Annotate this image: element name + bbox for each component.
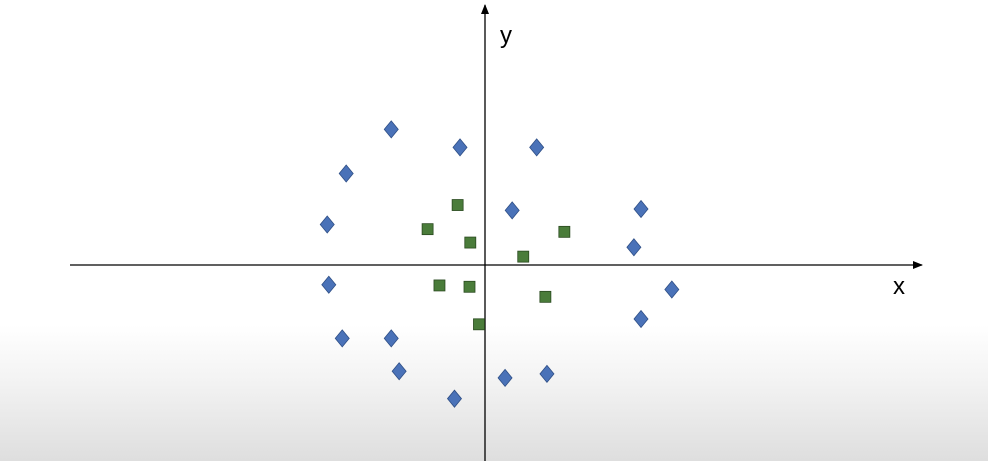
- diamond-point: [452, 138, 468, 157]
- diamond-point: [391, 362, 407, 381]
- diamond-point: [321, 275, 337, 294]
- diamond-point: [539, 364, 555, 384]
- diamond-point: [504, 201, 520, 220]
- square-point: [463, 280, 476, 293]
- square-point: [451, 199, 464, 211]
- data-points: [319, 120, 680, 408]
- square-point: [464, 236, 477, 249]
- square-point: [473, 318, 485, 331]
- square-point: [517, 250, 530, 263]
- diamond-point: [633, 309, 649, 329]
- square-point: [539, 290, 552, 303]
- diamond-point: [319, 215, 335, 234]
- x-axis-label: x: [893, 273, 905, 300]
- diamond-point: [626, 238, 642, 257]
- diamond-point: [633, 199, 649, 219]
- square-point: [433, 279, 446, 292]
- square-point: [558, 225, 571, 238]
- diamond-point: [664, 280, 680, 299]
- diamond-point: [497, 368, 513, 388]
- diamond-point: [446, 389, 462, 408]
- diamond-point: [334, 329, 350, 348]
- square-point: [421, 223, 434, 236]
- diamond-point: [383, 329, 399, 348]
- y-axis-label: y: [500, 22, 512, 49]
- diamond-point: [383, 120, 399, 139]
- diamond-point: [529, 138, 545, 157]
- diamond-point: [338, 164, 354, 183]
